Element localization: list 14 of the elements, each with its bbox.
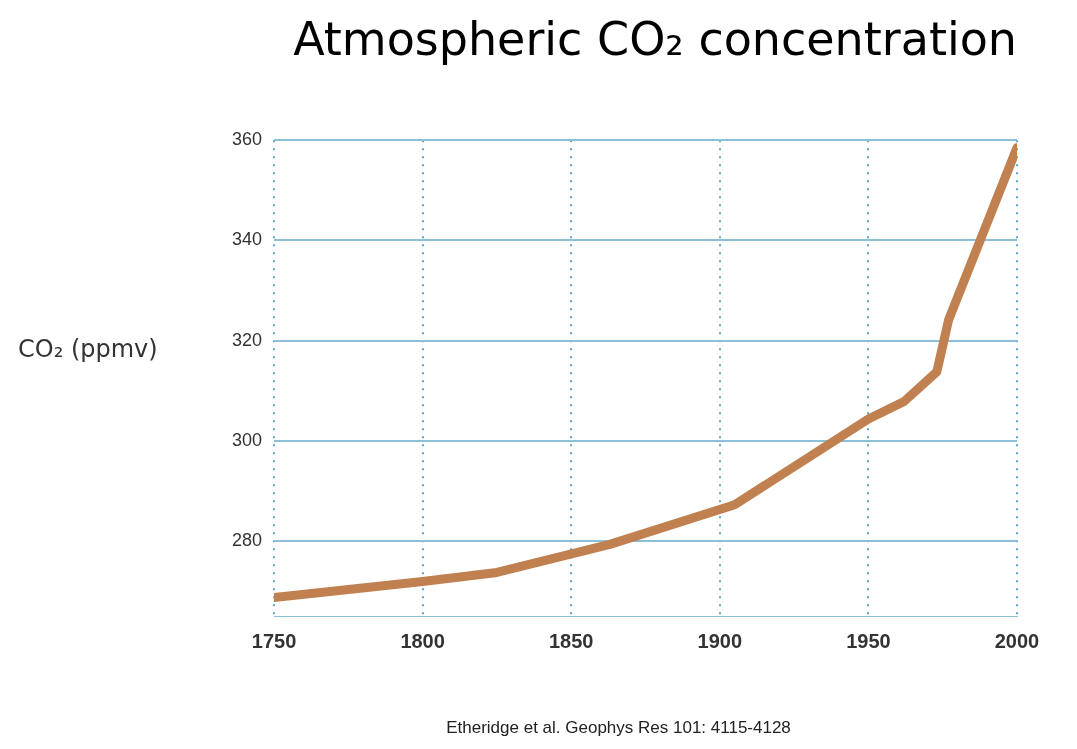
y-tick-label: 320	[231, 329, 263, 350]
x-tick-label: 2000	[994, 630, 1040, 653]
y-tick-label: 300	[231, 430, 263, 451]
x-tick-label: 1800	[400, 630, 445, 653]
y-tick-label: 280	[231, 530, 263, 551]
x-tick-label: 1850	[548, 630, 594, 653]
x-tick-label: 1900	[697, 630, 743, 653]
y-tick-label: 340	[231, 229, 263, 250]
text: Etheridge et al. Geophys Res 101: 4115-4128	[446, 718, 791, 738]
x-tick-label: 1750	[251, 630, 297, 653]
chart-title: Atmospheric CO₂ concentration	[293, 11, 1017, 66]
y-axis-title: CO₂ (ppmv)	[18, 335, 158, 364]
y-tick-label: 360	[231, 129, 263, 150]
x-tick-label: 1950	[846, 630, 891, 653]
